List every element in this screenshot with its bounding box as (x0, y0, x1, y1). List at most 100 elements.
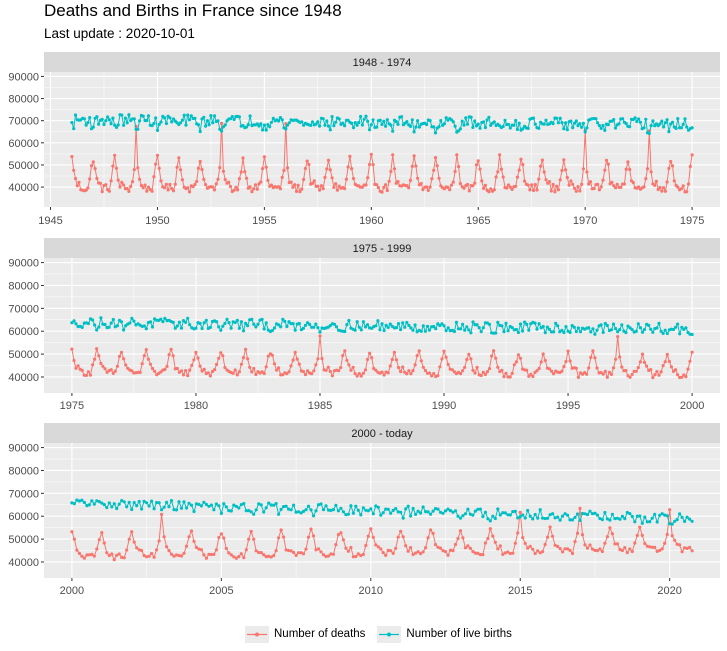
data-point-births (493, 516, 497, 521)
data-point-births (97, 122, 101, 126)
data-point-births (569, 119, 573, 123)
data-point-deaths (610, 532, 615, 536)
y-tick-label: 90000 (8, 443, 39, 455)
data-point-births (100, 117, 104, 121)
data-point-births (433, 131, 438, 135)
data-point-births (547, 327, 552, 331)
data-point-deaths (301, 370, 305, 374)
data-point-births (663, 328, 667, 332)
data-point-deaths (655, 549, 659, 554)
data-point-births (382, 119, 386, 123)
data-point-deaths (628, 375, 632, 379)
data-point-deaths (224, 546, 228, 551)
data-point-deaths (368, 351, 372, 355)
data-point-deaths (451, 549, 455, 553)
data-point-births (107, 501, 111, 505)
data-point-deaths (485, 370, 489, 374)
data-point-deaths (669, 159, 673, 164)
data-point-births (107, 118, 111, 122)
data-point-births (237, 506, 241, 510)
data-point-deaths (611, 366, 616, 370)
data-point-births (285, 324, 289, 329)
data-point-births (341, 510, 345, 514)
data-point-deaths (100, 531, 104, 535)
data-point-deaths (631, 181, 635, 185)
data-point-deaths (443, 550, 448, 554)
data-point-births (459, 327, 463, 331)
data-point-deaths (146, 185, 151, 189)
data-point-deaths (651, 376, 655, 380)
data-point-deaths (562, 158, 566, 162)
data-point-births (638, 326, 643, 330)
data-point-deaths (320, 356, 324, 361)
data-point-births (170, 120, 174, 124)
data-point-births (613, 126, 618, 130)
data-point-deaths (568, 359, 572, 363)
data-point-deaths (556, 544, 560, 549)
data-point-births (492, 120, 496, 124)
data-point-deaths (248, 185, 252, 189)
data-point-deaths (231, 371, 235, 375)
data-point-deaths (309, 527, 313, 531)
data-point-deaths (473, 181, 477, 185)
data-point-deaths (523, 179, 527, 183)
data-point-deaths (344, 546, 348, 550)
data-point-births (349, 504, 353, 508)
data-point-births (574, 329, 578, 334)
data-point-deaths (216, 177, 220, 181)
data-point-births (518, 322, 523, 326)
data-point-births (394, 326, 399, 330)
data-point-deaths (610, 180, 614, 184)
data-point-deaths (93, 167, 97, 171)
data-point-deaths (574, 189, 578, 193)
data-point-births (162, 505, 166, 509)
panel-2: 1975 - 199940000500006000070000800009000… (8, 238, 720, 412)
y-tick-label: 90000 (8, 258, 39, 270)
data-point-births (467, 328, 471, 332)
data-point-deaths (91, 160, 95, 164)
data-point-births (154, 116, 158, 120)
data-point-births (309, 123, 313, 127)
data-point-deaths (690, 549, 694, 553)
data-point-deaths (337, 369, 341, 373)
data-point-deaths (312, 369, 316, 373)
data-point-births (597, 124, 602, 128)
data-point-deaths (576, 185, 580, 189)
data-point-deaths (575, 531, 580, 535)
data-point-births (92, 502, 96, 506)
data-point-deaths (217, 356, 221, 360)
data-point-deaths (194, 350, 198, 354)
data-point-births (620, 514, 625, 519)
data-point-births (306, 504, 311, 508)
data-point-deaths (241, 156, 245, 160)
data-point-births (601, 330, 605, 334)
data-point-deaths (292, 550, 296, 555)
data-point-births (461, 322, 465, 326)
data-point-deaths (334, 543, 338, 547)
data-point-deaths (310, 181, 315, 185)
data-point-births (523, 320, 527, 324)
data-point-births (626, 324, 630, 328)
data-point-births (647, 323, 651, 327)
data-point-deaths (476, 551, 480, 556)
data-point-deaths (367, 162, 372, 167)
data-point-births (376, 505, 380, 509)
data-point-births (585, 126, 589, 130)
data-point-births (638, 514, 642, 518)
data-point-deaths (513, 541, 517, 545)
data-point-births (293, 328, 297, 332)
data-point-deaths (207, 552, 211, 556)
data-point-births (332, 322, 337, 326)
data-point-deaths (556, 188, 561, 192)
data-point-deaths (394, 358, 399, 362)
data-point-deaths (473, 551, 477, 555)
data-point-births (339, 506, 343, 510)
data-point-deaths (685, 546, 689, 551)
data-point-births (247, 509, 251, 513)
data-point-deaths (486, 536, 490, 541)
data-point-births (279, 507, 283, 511)
legend: Number of deaths Number of live births (245, 624, 524, 644)
data-point-deaths (551, 534, 555, 538)
data-point-deaths (259, 551, 263, 555)
data-point-deaths (592, 186, 596, 191)
